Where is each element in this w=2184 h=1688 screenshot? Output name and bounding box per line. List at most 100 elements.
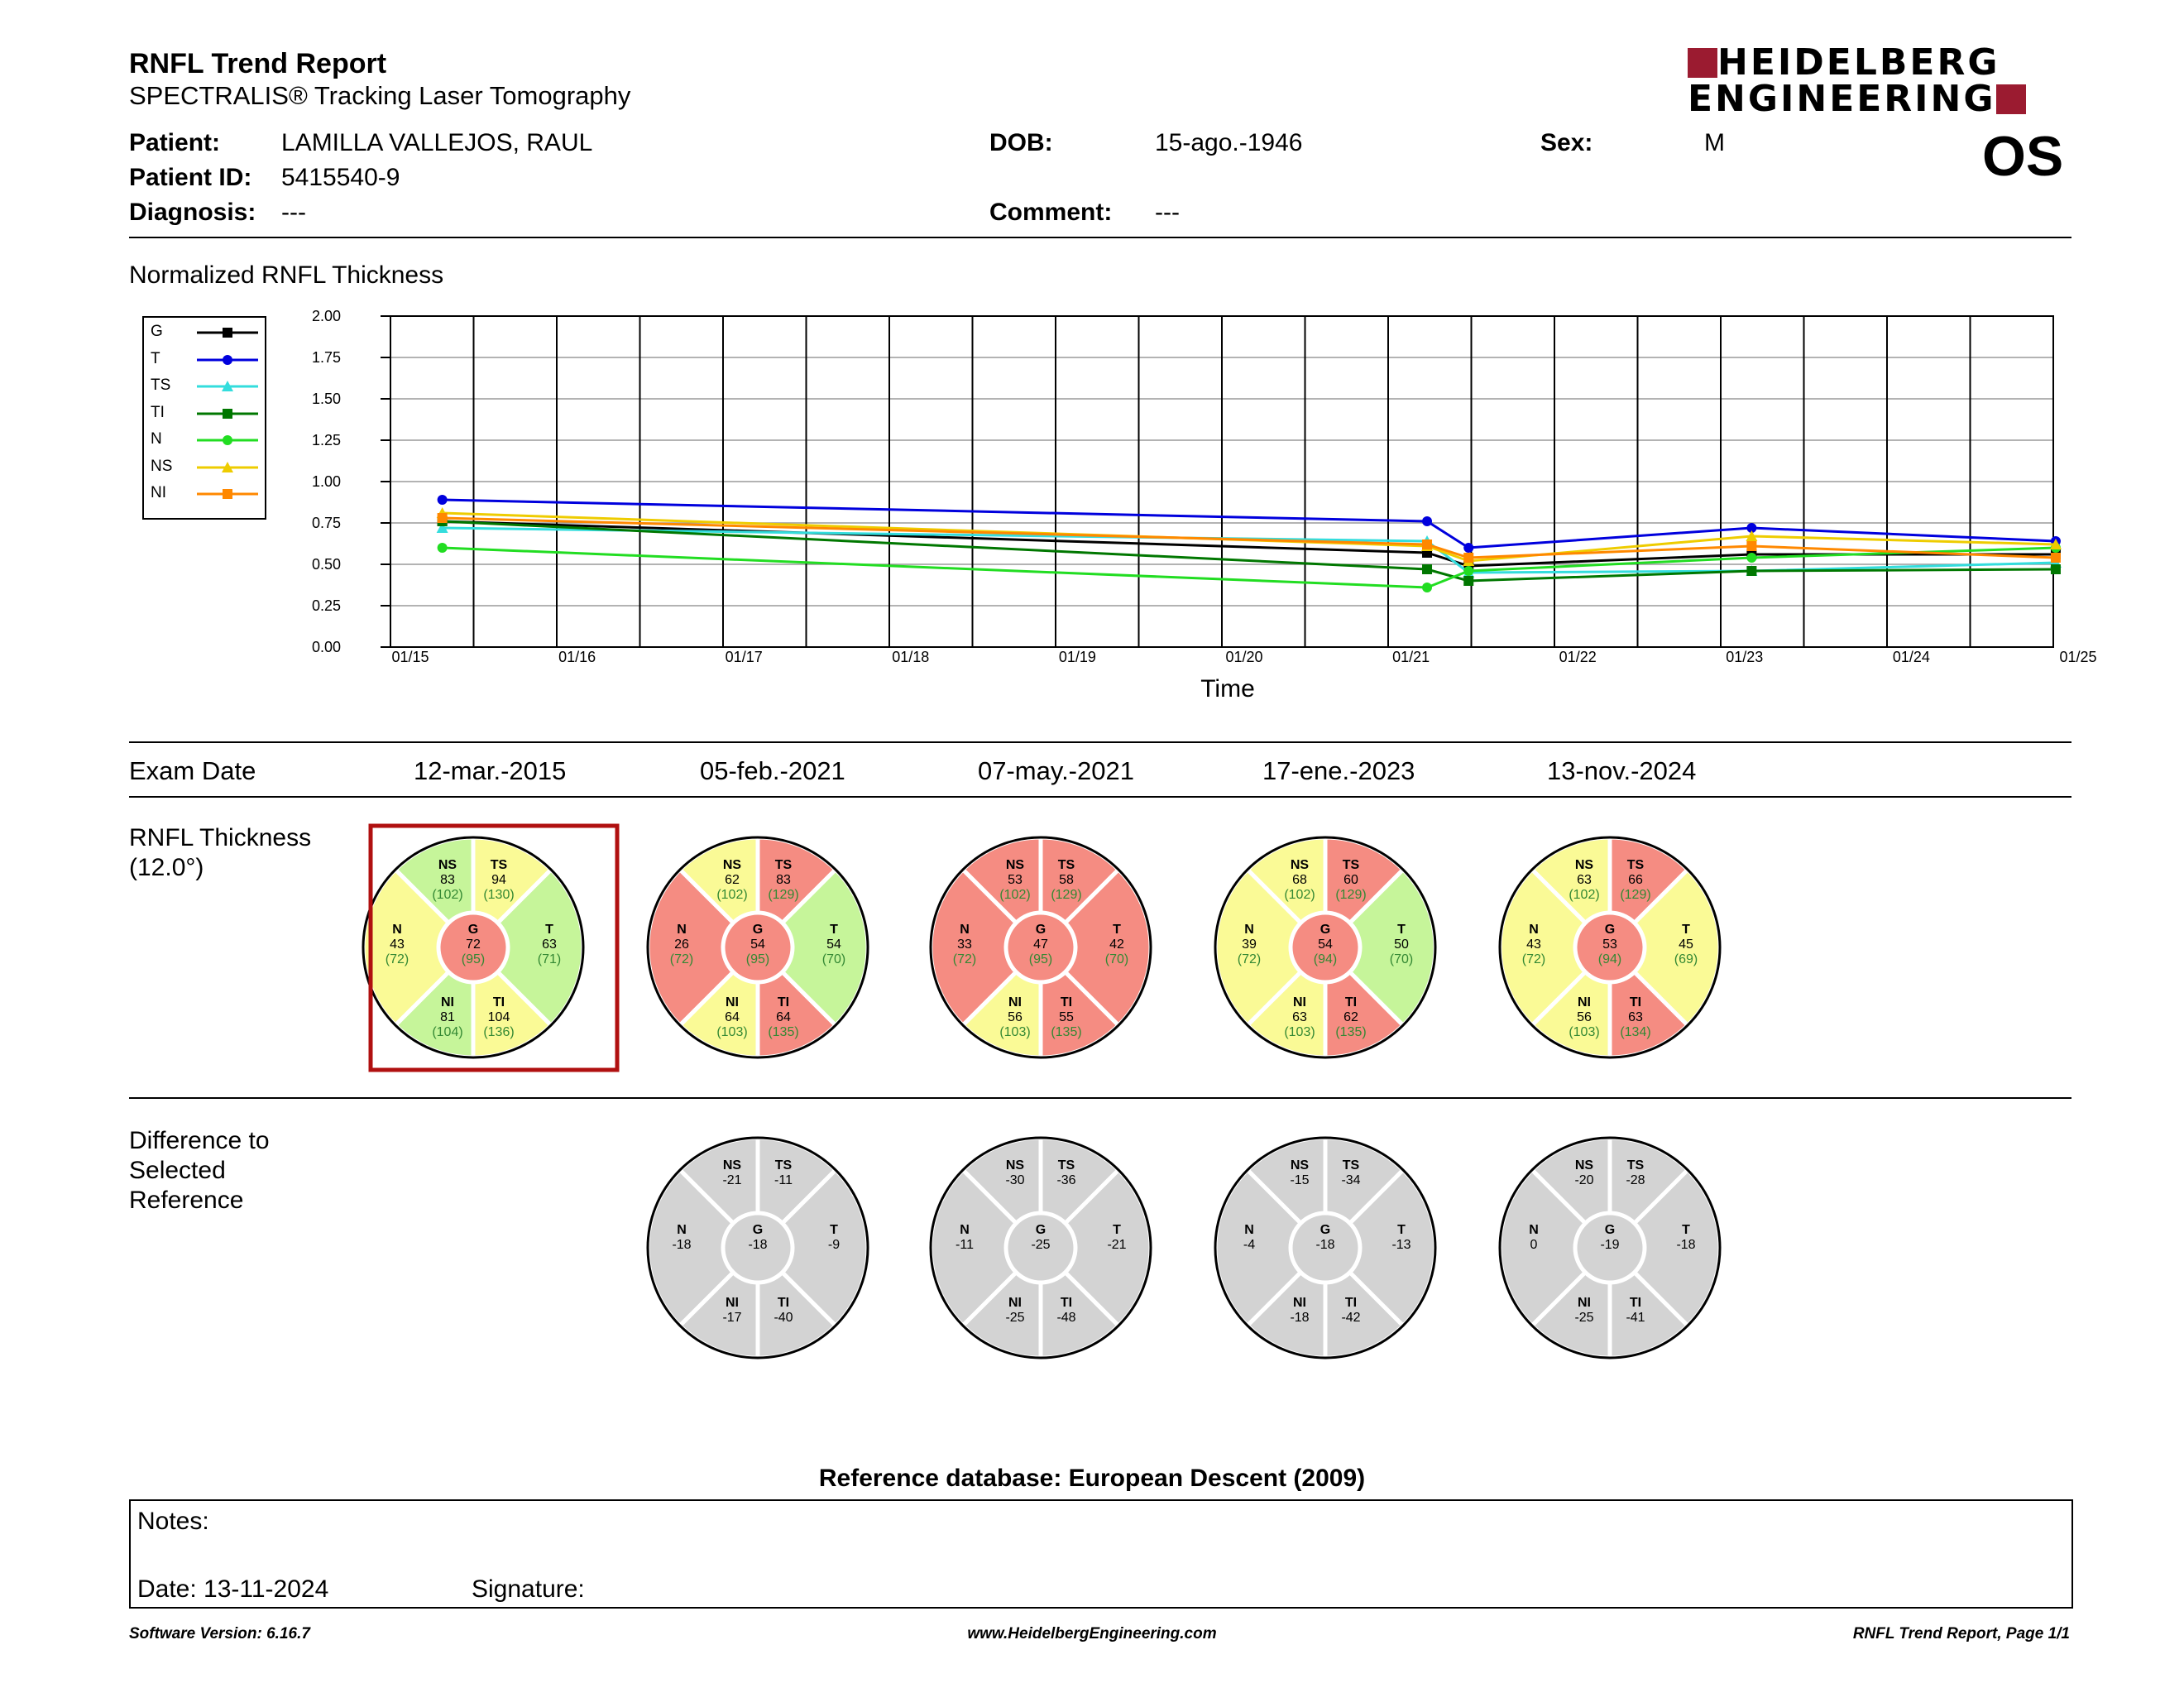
sector-label-n: N <box>960 1223 970 1237</box>
y-tick-label: 2.00 <box>312 308 341 324</box>
chart-title: Normalized RNFL Thickness <box>129 261 444 289</box>
sector-reference-ns: (102) <box>1569 888 1599 902</box>
point-ns <box>2049 539 2062 549</box>
legend-swatch <box>197 461 258 472</box>
sector-value-n: -4 <box>1243 1238 1255 1252</box>
x-tick-label: 01/20 <box>1225 649 1262 665</box>
thickness-circles: TS94(130)NS83(102)N43(72)NI81(104)TI104(… <box>361 823 1722 1072</box>
sector-reference-n: (72) <box>953 952 976 966</box>
comment-label: Comment: <box>989 199 1113 226</box>
sector-value-ns: 83 <box>440 873 455 887</box>
legend-label: TS <box>151 376 171 394</box>
sector-label-ns: NS <box>438 858 457 872</box>
x-tick-label: 01/25 <box>2059 649 2096 665</box>
point-n <box>1746 553 1757 563</box>
sector-value-ns: -21 <box>722 1173 741 1187</box>
thickness-divider <box>129 1097 2071 1099</box>
sector-g <box>1573 910 1647 985</box>
circle-outline <box>929 836 1152 1059</box>
sector-value-ts: -28 <box>1626 1173 1645 1187</box>
sector-value-ti: 104 <box>488 1010 510 1024</box>
sector-value-n: 43 <box>1526 938 1541 952</box>
sector-reference-ts: (129) <box>1335 888 1366 902</box>
point-ti <box>1422 564 1433 574</box>
sector-label-ns: NS <box>1291 858 1310 872</box>
sector-reference-ni: (103) <box>1284 1025 1315 1039</box>
sector-label-ti: TI <box>1630 995 1641 1009</box>
sector-label-ts: TS <box>1343 858 1360 872</box>
sector-value-t: 50 <box>1394 938 1409 952</box>
x-tick-label: 01/19 <box>1059 649 1096 665</box>
sector-value-t: -9 <box>828 1238 840 1252</box>
sector-label-g: G <box>1036 1223 1046 1237</box>
sector-reference-g: (94) <box>1598 952 1621 966</box>
sector-reference-g: (95) <box>746 952 769 966</box>
notes-box[interactable]: Notes: Date: 13-11-2024 Signature: <box>129 1499 2073 1609</box>
sector-label-n: N <box>1244 1223 1254 1237</box>
sector-label-ni: NI <box>441 995 454 1009</box>
sector-label-ts: TS <box>491 858 508 872</box>
legend-item-ni: NI <box>144 481 265 507</box>
sector-value-ts: 60 <box>1343 873 1358 887</box>
y-tick-label: 0.00 <box>312 639 341 655</box>
sector-value-g: 54 <box>750 938 765 952</box>
patient-id: 5415540-9 <box>281 164 400 191</box>
difference-circles: TS-11NS-21N-18NI-17TI-40T-9G-18TS-36NS-3… <box>645 1135 1722 1360</box>
y-tick-label: 0.25 <box>312 597 341 614</box>
legend-marker <box>222 461 233 472</box>
sector-reference-ti: (135) <box>768 1025 798 1039</box>
thickness-label: RNFL Thickness <box>129 824 312 851</box>
sector-label-t: T <box>830 1223 838 1237</box>
sector-value-n: 39 <box>1242 938 1257 952</box>
point-ts <box>436 522 448 533</box>
notes-label: Notes: <box>137 1508 209 1535</box>
sector-value-ti: -48 <box>1056 1311 1075 1325</box>
point-ni <box>2050 553 2061 563</box>
sector-value-t: 45 <box>1679 938 1693 952</box>
sector-label-ts: TS <box>1627 858 1645 872</box>
circle-outline <box>646 1136 869 1360</box>
sector-label-ni: NI <box>1578 1296 1591 1310</box>
sector-reference-g: (95) <box>1029 952 1052 966</box>
diagnosis-value: --- <box>281 199 306 226</box>
y-tick-label: 0.75 <box>312 515 341 531</box>
sector-g <box>1573 1211 1647 1285</box>
y-tick-label: 1.75 <box>312 349 341 366</box>
x-tick-label: 01/18 <box>892 649 929 665</box>
sector-reference-ns: (102) <box>1284 888 1315 902</box>
eye-indicator: OS <box>1982 125 2064 188</box>
sector-value-ni: -17 <box>722 1311 741 1325</box>
legend-label: NS <box>151 457 173 475</box>
page-info: RNFL Trend Report, Page 1/1 <box>1852 1625 2070 1642</box>
legend-swatch <box>197 328 258 338</box>
report-title: RNFL Trend Report <box>129 48 387 79</box>
sector-g <box>721 1211 795 1285</box>
sector-label-ti: TI <box>1630 1296 1641 1310</box>
point-t <box>437 495 448 505</box>
sector-label-n: N <box>1529 923 1539 937</box>
sector-label-t: T <box>1397 1223 1406 1237</box>
exam-divider <box>129 796 2071 798</box>
sector-value-n: 33 <box>957 938 972 952</box>
sector-value-n: -11 <box>956 1238 974 1252</box>
sector-label-g: G <box>468 923 478 937</box>
sector-value-ts: 94 <box>491 873 506 887</box>
sector-value-t: 63 <box>542 938 557 952</box>
sector-reference-g: (94) <box>1314 952 1337 966</box>
sector-label-t: T <box>1113 1223 1121 1237</box>
sector-value-ni: 81 <box>440 1010 455 1024</box>
sector-label-ns: NS <box>723 1158 742 1172</box>
sector-value-t: -13 <box>1391 1238 1410 1252</box>
sector-value-g: -18 <box>1315 1238 1334 1252</box>
point-ns <box>1746 530 1758 541</box>
sector-reference-ts: (129) <box>1620 888 1650 902</box>
sector-value-n: -18 <box>672 1238 691 1252</box>
sector-value-ni: 56 <box>1577 1010 1592 1024</box>
exam-date-label: Exam Date <box>129 756 256 785</box>
patient-id-label: Patient ID: <box>129 164 252 191</box>
sector-label-t: T <box>1682 923 1690 937</box>
sector-reference-ni: (103) <box>1569 1025 1599 1039</box>
sector-value-ns: -20 <box>1574 1173 1593 1187</box>
sector-g <box>1003 1211 1078 1285</box>
thickness-angle: (12.0°) <box>129 854 204 881</box>
